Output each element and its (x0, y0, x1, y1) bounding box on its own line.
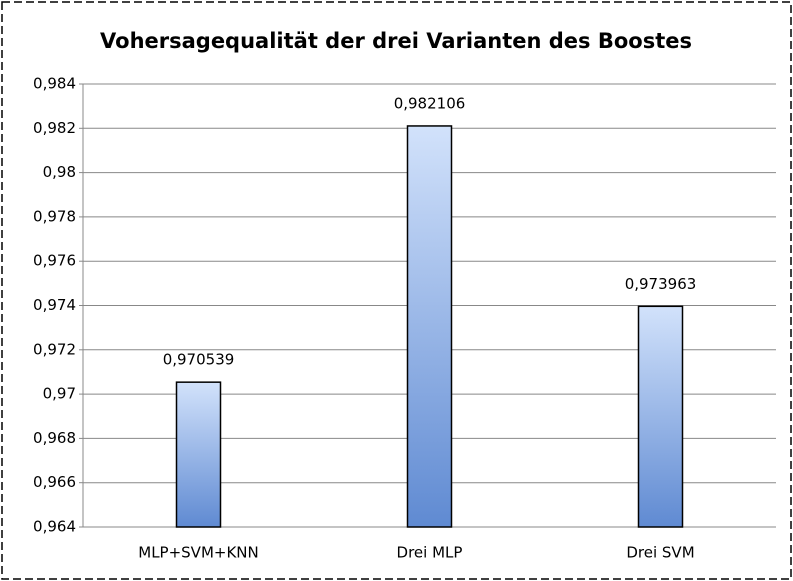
y-tick-label: 0,974 (33, 296, 76, 314)
y-tick-label: 0,964 (33, 518, 76, 536)
y-tick-label: 0,976 (33, 252, 76, 270)
bar (175, 381, 222, 528)
data-label: 0,973963 (625, 275, 697, 293)
data-label: 0,982106 (394, 94, 466, 112)
y-tick-label: 0,968 (33, 429, 76, 447)
y-tick-label: 0,984 (33, 75, 76, 93)
y-tick-label: 0,97 (43, 385, 76, 403)
x-tick-label: Drei MLP (397, 544, 463, 562)
chart-title: Vohersagequalität der drei Varianten des… (100, 29, 692, 53)
y-tick-label: 0,98 (43, 163, 76, 181)
y-tick-label: 0,972 (33, 340, 76, 358)
bar (637, 305, 684, 528)
y-tick-label: 0,966 (33, 473, 76, 491)
y-tick-label: 0,982 (33, 119, 76, 137)
data-label: 0,970539 (163, 351, 235, 369)
bar (406, 125, 453, 528)
x-tick-label: MLP+SVM+KNN (138, 544, 258, 562)
y-tick-label: 0,978 (33, 207, 76, 225)
x-tick-label: Drei SVM (626, 544, 694, 562)
